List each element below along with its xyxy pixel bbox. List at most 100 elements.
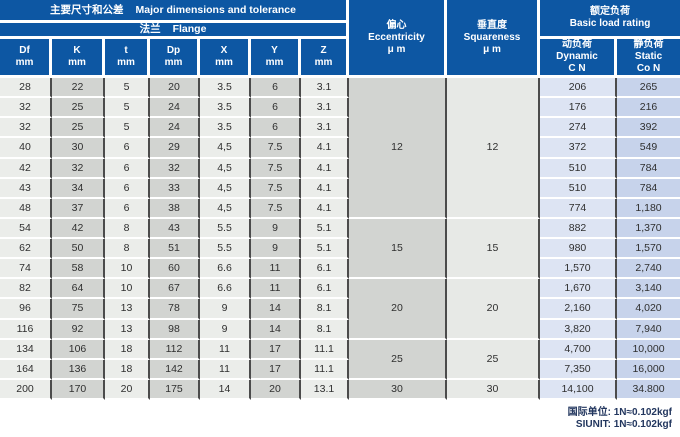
cell-x: 3.5 [200,78,251,99]
cell-static-load: 7,940 [617,319,680,340]
cell-df: 200 [0,379,52,400]
cell-dp: 29 [150,138,200,159]
cell-x: 9 [200,299,251,320]
cell-dp: 98 [150,319,200,340]
cell-z: 5.1 [301,239,350,260]
header-dynamic-unit: C N [568,63,586,74]
column-header-dp: Dp mm [150,39,200,78]
cell-t: 8 [105,218,150,239]
header-eccentricity-en: Eccentricity [368,31,425,43]
header-static-load: 静负荷 Static Co N [617,39,680,78]
cell-squareness: 15 [447,218,541,280]
cell-x: 4,5 [200,178,251,199]
cell-static-load: 784 [617,158,680,179]
cell-df: 62 [0,239,52,260]
cell-dynamic-load: 882 [540,218,618,239]
header-flange-en: Flange [172,23,207,36]
cell-df: 28 [0,78,52,99]
cell-k: 34 [52,178,105,199]
header-major-dimensions-en: Major dimensions and tolerance [135,3,296,16]
cell-x: 9 [200,319,251,340]
cell-static-load: 784 [617,178,680,199]
cell-x: 6.6 [200,279,251,300]
footer-si-unit-zh: 国际单位: 1N≈0.102kgf [567,407,672,418]
cell-y: 20 [251,379,301,400]
cell-eccentricity: 12 [349,78,448,219]
cell-k: 32 [52,158,105,179]
cell-df: 48 [0,198,52,219]
header-dynamic-load: 动负荷 Dynamic C N [540,39,618,78]
cell-dynamic-load: 980 [540,239,618,260]
cell-y: 11 [251,279,301,300]
cell-static-load: 3,140 [617,279,680,300]
cell-df: 74 [0,259,52,280]
cell-t: 5 [105,98,150,119]
cell-k: 22 [52,78,105,99]
cell-dynamic-load: 7,350 [540,359,618,380]
cell-static-load: 1,180 [617,198,680,219]
cell-squareness: 30 [447,379,541,400]
cell-t: 6 [105,158,150,179]
cell-dynamic-load: 774 [540,198,618,219]
cell-z: 4.1 [301,158,350,179]
cell-x: 11 [200,339,251,360]
cell-k: 75 [52,299,105,320]
cell-k: 25 [52,118,105,139]
header-squareness-zh: 垂直度 [477,19,508,31]
cell-dp: 20 [150,78,200,99]
cell-y: 14 [251,299,301,320]
cell-dp: 175 [150,379,200,400]
cell-k: 37 [52,198,105,219]
cell-y: 11 [251,259,301,280]
cell-dp: 24 [150,118,200,139]
cell-dp: 33 [150,178,200,199]
cell-static-load: 4,020 [617,299,680,320]
cell-squareness: 20 [447,279,541,340]
cell-k: 106 [52,339,105,360]
header-flange: 法兰 Flange [0,23,350,39]
cell-t: 6 [105,178,150,199]
cell-z: 11.1 [301,339,350,360]
cell-t: 13 [105,319,150,340]
header-static-zh: 静负荷 [633,39,664,50]
cell-static-load: 16,000 [617,359,680,380]
table-row: 40 30 6 29 4,5 7.5 4.1 372 549 [0,138,680,159]
cell-k: 170 [52,379,105,400]
cell-z: 4.1 [301,138,350,159]
spec-table: 主要尺寸和公差 Major dimensions and tolerance 偏心… [0,0,680,400]
cell-t: 8 [105,239,150,260]
cell-eccentricity: 30 [349,379,448,400]
cell-df: 96 [0,299,52,320]
cell-t: 13 [105,299,150,320]
header-eccentricity-unit: μ m [387,43,406,55]
cell-z: 13.1 [301,379,350,400]
table-row: 116 92 13 98 9 14 8.1 3,820 7,940 [0,319,680,340]
table-row: 54 42 8 43 5.5 9 5.1 15 15 882 1,370 [0,218,680,280]
cell-y: 17 [251,359,301,380]
cell-x: 6.6 [200,259,251,280]
cell-k: 92 [52,319,105,340]
cell-z: 3.1 [301,118,350,139]
header-squareness-en: Squareness [463,31,521,43]
cell-static-load: 549 [617,138,680,159]
cell-z: 8.1 [301,319,350,340]
cell-dp: 112 [150,339,200,360]
table-row: 164 136 18 142 11 17 11.1 7,350 16,000 [0,359,680,380]
cell-x: 4,5 [200,198,251,219]
cell-static-load: 1,370 [617,218,680,239]
cell-dynamic-load: 372 [540,138,618,159]
table-row: 42 32 6 32 4,5 7.5 4.1 510 784 [0,158,680,179]
cell-x: 3.5 [200,118,251,139]
cell-t: 10 [105,279,150,300]
cell-dynamic-load: 206 [540,78,618,99]
header-eccentricity: 偏心 Eccentricity μ m [349,0,448,78]
header-row-flange: 法兰 Flange [0,23,680,39]
footer-note: 国际单位: 1N≈0.102kgf SIUNIT: 1N≈0.102kgf [0,407,680,431]
header-static-unit: Co N [636,63,661,74]
cell-dynamic-load: 274 [540,118,618,139]
header-major-dimensions-zh: 主要尺寸和公差 [50,3,124,16]
header-squareness: 垂直度 Squareness μ m [447,0,541,78]
cell-static-load: 1,570 [617,239,680,260]
